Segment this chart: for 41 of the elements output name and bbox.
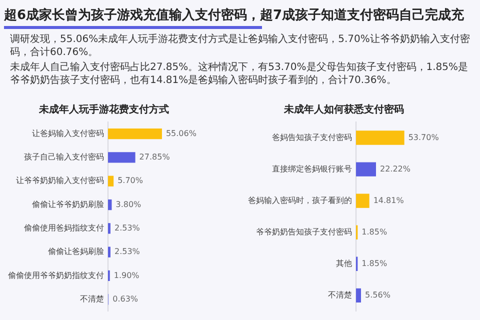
y-tick-label: 爸妈告知孩子支付密码 [272,132,352,142]
bar [108,199,112,210]
y-tick-label: 偷偷让爷爷奶奶刷脸 [32,200,104,209]
chart-title: 未成年人玩手游花费支付方式 [38,104,169,116]
data-label: 14.81% [373,196,404,205]
y-tick-label: 偷偷让爸妈刷脸 [48,247,104,256]
data-label: 1.90% [114,270,140,280]
data-label: 3.80% [116,200,142,209]
y-tick-label: 其他 [336,258,352,268]
data-label: 55.06% [166,128,197,138]
bar [356,162,376,176]
y-tick-label: 让爷爷奶奶输入支付密码 [16,176,104,186]
data-label: 27.85% [139,152,170,162]
data-label: 5.70% [118,176,144,186]
data-label: 1.85% [362,227,388,236]
text: 未成年人自己输入支付密码占比27.85%。这种情况下，有53.70%是父母告知孩子支付密码，1.85%是爷爷奶奶告孩子支付密码，也有14.81%是爸妈输入密码时孩子看到的，合计70.36%。 [10,61,470,87]
data-label: 0.63% [112,294,138,304]
y-tick-label: 爸妈输入密码时，孩子看到的 [248,196,352,205]
text: 超6成家长曾为孩子游戏充值输入支付密码，超7成孩子知道支付密码自己完成充 [4,6,464,24]
bar [108,128,162,140]
y-tick-label: 不清楚 [80,294,104,304]
bar [356,130,404,145]
y-tick-label: 孩子自己输入支付密码 [24,152,104,162]
text: 调研发现，55.06%未成年人玩手游花费支付方式是让爸妈输入支付密码，5.70%让爷爷奶奶输入支付密码，合计60.76%。 [10,33,471,59]
y-tick-label: 偷偷使用爸妈指纹支付 [24,224,104,233]
data-label: 5.56% [365,290,391,300]
data-label: 2.53% [114,247,140,256]
data-label: 2.53% [114,224,140,233]
y-tick-label: 偷偷使用爷爷奶奶指纹支付 [8,270,104,280]
bar [356,288,362,303]
chart-title: 未成年人如何获悉支付密码 [283,104,404,116]
y-tick-label: 爷爷奶奶告知孩子支付密码 [256,227,352,236]
data-label: 1.85% [362,258,388,268]
y-tick-label: 不清楚 [328,290,352,300]
data-label: 22.22% [380,164,411,174]
data-label: 53.70% [408,132,440,142]
bar [108,152,136,163]
y-tick-label: 让爸妈输入支付密码 [32,128,104,138]
bar [108,176,114,186]
bar [356,194,370,208]
y-tick-label: 直接绑定爸妈银行账号 [272,164,352,174]
